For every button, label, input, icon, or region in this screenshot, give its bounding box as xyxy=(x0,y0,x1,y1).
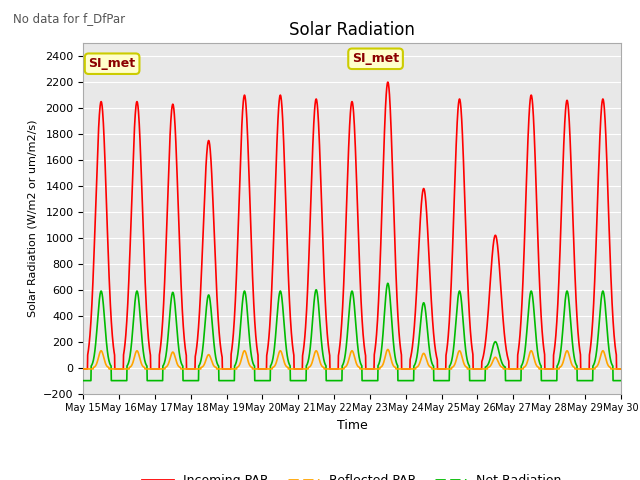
X-axis label: Time: Time xyxy=(337,419,367,432)
Legend: Incoming PAR, Reflected PAR, Net Radiation: Incoming PAR, Reflected PAR, Net Radiati… xyxy=(137,469,567,480)
Y-axis label: Solar Radiation (W/m2 or um/m2/s): Solar Radiation (W/m2 or um/m2/s) xyxy=(28,120,37,317)
Text: SI_met: SI_met xyxy=(88,57,136,70)
Title: Solar Radiation: Solar Radiation xyxy=(289,21,415,39)
Text: No data for f_DfPar: No data for f_DfPar xyxy=(13,12,125,25)
Text: SI_met: SI_met xyxy=(352,52,399,65)
